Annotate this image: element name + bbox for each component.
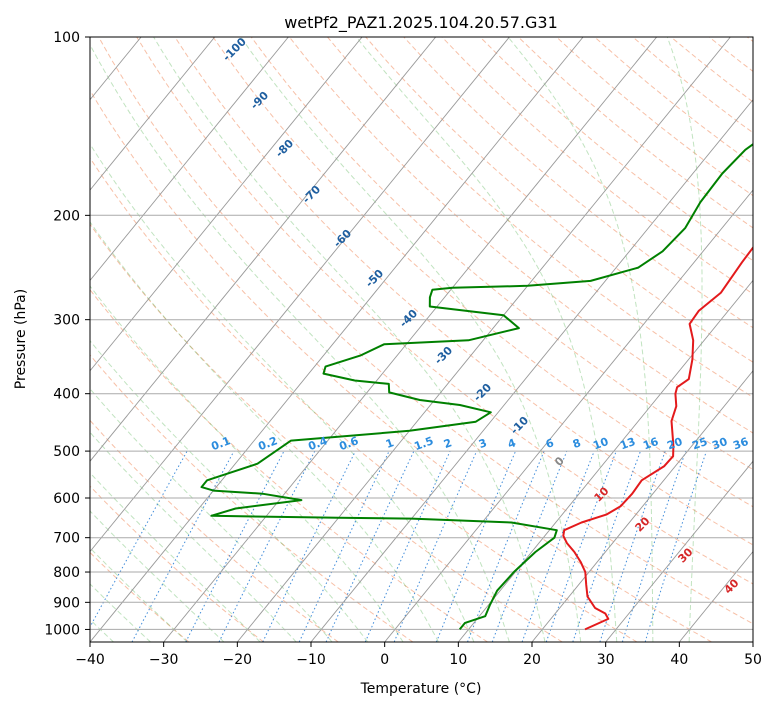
isotherm [90,37,216,191]
mixing-ratio-label: 0.4 [306,434,329,453]
mixing-ratio-label: 4 [506,436,518,451]
mixing-ratio-label: 13 [618,435,637,452]
x-tick-label: −10 [296,652,326,668]
dry-adiabat [90,223,563,642]
mixing-ratio-label: 2 [442,436,454,451]
dry-adiabat [90,551,190,642]
mixing-ratio-label: 0.2 [256,434,279,453]
dry-adiabat [98,37,753,625]
dewpoint-line [200,142,753,631]
mixing-ratio-line [521,450,595,642]
isotherm [90,37,510,553]
plot-area [90,37,753,642]
isotherm [90,37,437,462]
dry-adiabat [90,89,712,642]
temperature-line [562,245,753,631]
isotherm [384,189,753,642]
isotherm [90,37,289,282]
isotherm [457,279,753,642]
x-tick-label: 30 [597,652,615,668]
moist-adiabat [90,285,404,642]
x-tick-label: 20 [523,652,541,668]
mixing-ratio-label: 30 [710,435,729,453]
dry-adiabat [90,288,488,642]
y-tick-label: 800 [53,565,80,581]
mixing-ratio-label: 3 [477,436,489,451]
moist-adiabat [507,37,654,642]
isotherm [531,370,753,642]
moist-adiabat [90,431,297,642]
x-tick-label: 50 [744,652,762,668]
isotherm [90,37,584,642]
mixing-ratio-label: 25 [690,435,709,452]
mixing-ratio-label: 1 [384,436,396,451]
mixing-ratio-line [393,450,478,642]
moist-adiabat [90,388,333,642]
isotherm [605,460,753,642]
mixing-ratio-line [644,450,707,642]
mixing-ratio-line [131,450,235,642]
y-tick-label: 1000 [44,622,80,638]
y-tick-label: 100 [53,30,80,46]
x-axis-label: Temperature (°C) [360,681,482,697]
dry-adiabat [90,157,638,642]
mixing-ratio-line [364,450,451,642]
isotherm [236,37,731,642]
mixing-ratio-line [435,450,517,642]
isotherm [163,37,658,642]
mixing-ratio-label: 6 [544,436,556,451]
moist-adiabat [240,37,582,642]
mixing-ratio-label: 8 [571,436,583,451]
mixing-ratio-line [90,450,188,628]
moist-adiabat [666,37,703,642]
mixing-ratio-line [545,450,617,642]
mixing-ratio-line [218,450,316,642]
moist-adiabat [90,221,439,642]
moist-adiabat [90,43,510,642]
mixing-ratio-line [572,450,641,642]
x-tick-label: 0 [380,652,389,668]
y-axis-label: Pressure (hPa) [13,289,29,389]
moist-adiabat [153,37,546,642]
y-tick-label: 700 [53,531,80,547]
moist-adiabat [90,472,261,642]
mixing-ratio-line [621,450,687,642]
dry-adiabat [289,37,753,434]
x-tick-label: −20 [223,652,253,668]
y-tick-label: 200 [53,208,80,224]
dry-adiabat [90,485,264,642]
mixing-ratio-label: 1.5 [412,434,435,453]
mixing-ratio-label: 36 [731,435,750,453]
mixing-ratio-label: 10 [591,435,610,453]
x-tick-label: 10 [449,652,467,668]
mixing-ratio-line [491,450,568,642]
isotherm [90,37,363,372]
dry-adiabat [136,37,753,585]
mixing-ratio-label: 0.1 [209,434,232,453]
mixing-ratio-label: 0.6 [337,434,360,453]
dry-adiabat [441,37,753,295]
x-tick-label: 40 [670,652,688,668]
dry-adiabat [90,419,339,642]
isotherm [310,98,753,642]
moist-adiabat [90,510,225,642]
mixing-ratio-label: 20 [665,435,684,453]
y-tick-label: 900 [53,595,80,611]
y-tick-label: 400 [53,387,80,403]
dry-adiabat [212,37,753,508]
x-tick-label: −40 [75,652,105,668]
plot-frame [89,36,754,643]
mixing-ratio-label: 16 [641,435,660,453]
y-tick-label: 600 [53,491,80,507]
chart-title: wetPf2_PAZ1.2025.104.20.57.G31 [284,13,558,33]
x-tick-label: −30 [149,652,179,668]
y-tick-label: 500 [53,444,80,460]
moist-adiabat [90,339,369,642]
y-tick-label: 300 [53,313,80,329]
